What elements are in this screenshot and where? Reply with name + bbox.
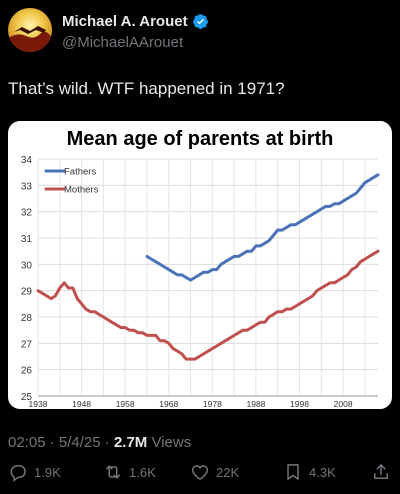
handle[interactable]: @MichaelAArouet	[62, 34, 184, 51]
y-axis-ticks: 25 26 27 28 29 30 31 32 33 34	[21, 155, 33, 403]
like-count: 22K	[216, 464, 240, 480]
bookmark-count: 4.3K	[309, 464, 336, 480]
chart-series	[36, 173, 380, 361]
y-tick-label: 32	[21, 208, 33, 219]
series-line-mothers	[36, 249, 380, 361]
avatar-image	[8, 8, 52, 52]
repost-icon	[106, 465, 120, 479]
tweet-text: That’s wild. WTF happened in 1971?	[8, 79, 285, 98]
x-tick-label: 1958	[116, 399, 135, 409]
x-tick-label: 1968	[159, 399, 178, 409]
y-tick-label: 26	[21, 366, 33, 377]
legend-label-fathers: Fathers	[64, 167, 96, 178]
y-tick-label: 34	[21, 155, 33, 166]
reply-count: 1.9K	[34, 464, 61, 480]
repost-count: 1.6K	[129, 464, 156, 480]
y-tick-label: 30	[21, 260, 33, 271]
y-tick-label: 29	[21, 287, 33, 298]
x-tick-label: 1998	[290, 399, 309, 409]
chart-image[interactable]: Mean age of parents at birth 25 26 27 28 29 3…	[8, 121, 392, 409]
x-tick-label: 1938	[29, 399, 48, 409]
y-tick-label: 27	[21, 339, 33, 350]
chart-legend: Fathers Mothers	[44, 167, 99, 196]
display-name[interactable]: Michael A. Arouet	[62, 13, 188, 30]
y-tick-label: 28	[21, 313, 33, 324]
reply-button[interactable]: 1.9K	[8, 462, 61, 482]
share-icon	[374, 464, 388, 479]
bookmark-button[interactable]: 4.3K	[283, 462, 336, 482]
y-tick-label: 25	[21, 392, 33, 403]
tweet-meta: 02:05 · 5/4/25 · 2.7M Views	[8, 434, 191, 451]
bookmark-icon	[287, 464, 299, 480]
legend-label-mothers: Mothers	[64, 185, 99, 196]
chart-gridlines	[37, 158, 378, 397]
views-count: 2.7M	[113, 434, 148, 451]
share-button[interactable]	[371, 462, 391, 482]
y-tick-label: 31	[21, 234, 33, 245]
action-bar: 1.9K 1.6K 22K 4.3K	[0, 462, 400, 486]
meta-separator: ·	[104, 434, 114, 451]
avatar[interactable]	[8, 8, 52, 52]
verified-badge-icon	[192, 14, 208, 29]
like-icon	[191, 465, 209, 480]
line-chart: Mean age of parents at birth 25 26 27 28 29 3…	[21, 128, 380, 409]
x-tick-label: 2008	[334, 399, 353, 409]
series-line-fathers	[145, 173, 380, 282]
meta-separator: ·	[49, 434, 59, 451]
views-label: Views	[151, 434, 192, 451]
y-tick-label: 33	[21, 181, 33, 192]
tweet-time[interactable]: 02:05	[8, 434, 46, 451]
chart-title: Mean age of parents at birth	[67, 128, 334, 150]
author-name-row[interactable]: Michael A. Arouet	[62, 13, 209, 30]
repost-button[interactable]: 1.6K	[103, 462, 156, 482]
x-tick-label: 1948	[72, 399, 91, 409]
tweet-date[interactable]: 5/4/25	[58, 434, 101, 451]
x-tick-label: 1978	[203, 399, 222, 409]
x-tick-label: 1988	[246, 399, 265, 409]
reply-icon	[10, 465, 26, 482]
x-axis-ticks: 1938 1948 1958 1968 1978 1988 1998 2008	[29, 399, 353, 409]
like-button[interactable]: 22K	[190, 462, 239, 482]
